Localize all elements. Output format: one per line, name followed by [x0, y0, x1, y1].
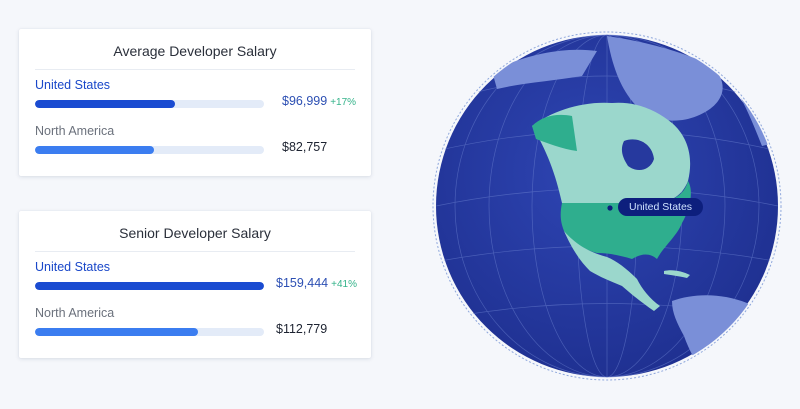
- united-states-land: [560, 181, 691, 259]
- hudson-bay: [621, 139, 654, 171]
- row-label: North America: [35, 306, 115, 320]
- map-tooltip: United States: [618, 198, 704, 216]
- salary-change: +17%: [330, 97, 357, 108]
- salary-value: $159,444 +41%: [276, 276, 357, 290]
- arctic-land: [492, 49, 597, 89]
- salary-bar-track: [35, 328, 264, 336]
- salary-bar-fill: [35, 100, 175, 108]
- salary-bar-fill: [35, 146, 155, 154]
- senior-salary-card: Senior Developer Salary United States $1…: [19, 211, 371, 358]
- location-marker[interactable]: [607, 205, 613, 211]
- card-title: Average Developer Salary: [35, 29, 355, 70]
- salary-bar-track: [35, 100, 264, 108]
- salary-bar-track: [35, 282, 264, 290]
- row-label: North America: [35, 124, 115, 138]
- caribbean-islands: [664, 270, 690, 278]
- globe-outline: [432, 31, 782, 381]
- row-label: United States: [35, 78, 111, 92]
- salary-bar-fill: [35, 282, 264, 290]
- salary-amount: $159,444: [276, 276, 329, 290]
- salary-amount: $112,779: [276, 322, 328, 336]
- salary-row-united-states[interactable]: United States $159,444 +41%: [35, 258, 357, 298]
- alaska-land: [532, 114, 577, 151]
- salary-change: +41%: [331, 279, 357, 290]
- row-label: United States: [35, 260, 111, 274]
- salary-amount: $96,999: [282, 94, 328, 108]
- mexico-land: [564, 231, 660, 311]
- salary-value: $112,779: [276, 322, 327, 336]
- average-salary-card: Average Developer Salary United States $…: [19, 29, 371, 176]
- south-america-land: [672, 295, 766, 378]
- salary-row-north-america[interactable]: North America $82,757: [35, 122, 355, 162]
- salary-row-north-america[interactable]: North America $112,779: [35, 304, 355, 344]
- salary-value: $82,757: [282, 140, 327, 154]
- card-title: Senior Developer Salary: [35, 211, 355, 252]
- salary-bar-track: [35, 146, 264, 154]
- globe-svg[interactable]: [432, 31, 782, 381]
- salary-value: $96,999 +17%: [282, 94, 356, 108]
- salary-amount: $82,757: [282, 140, 328, 154]
- salary-bar-fill: [35, 328, 198, 336]
- salary-row-united-states[interactable]: United States $96,999 +17%: [35, 76, 356, 116]
- greenland-land: [607, 36, 723, 121]
- globe-map[interactable]: United States: [432, 31, 782, 381]
